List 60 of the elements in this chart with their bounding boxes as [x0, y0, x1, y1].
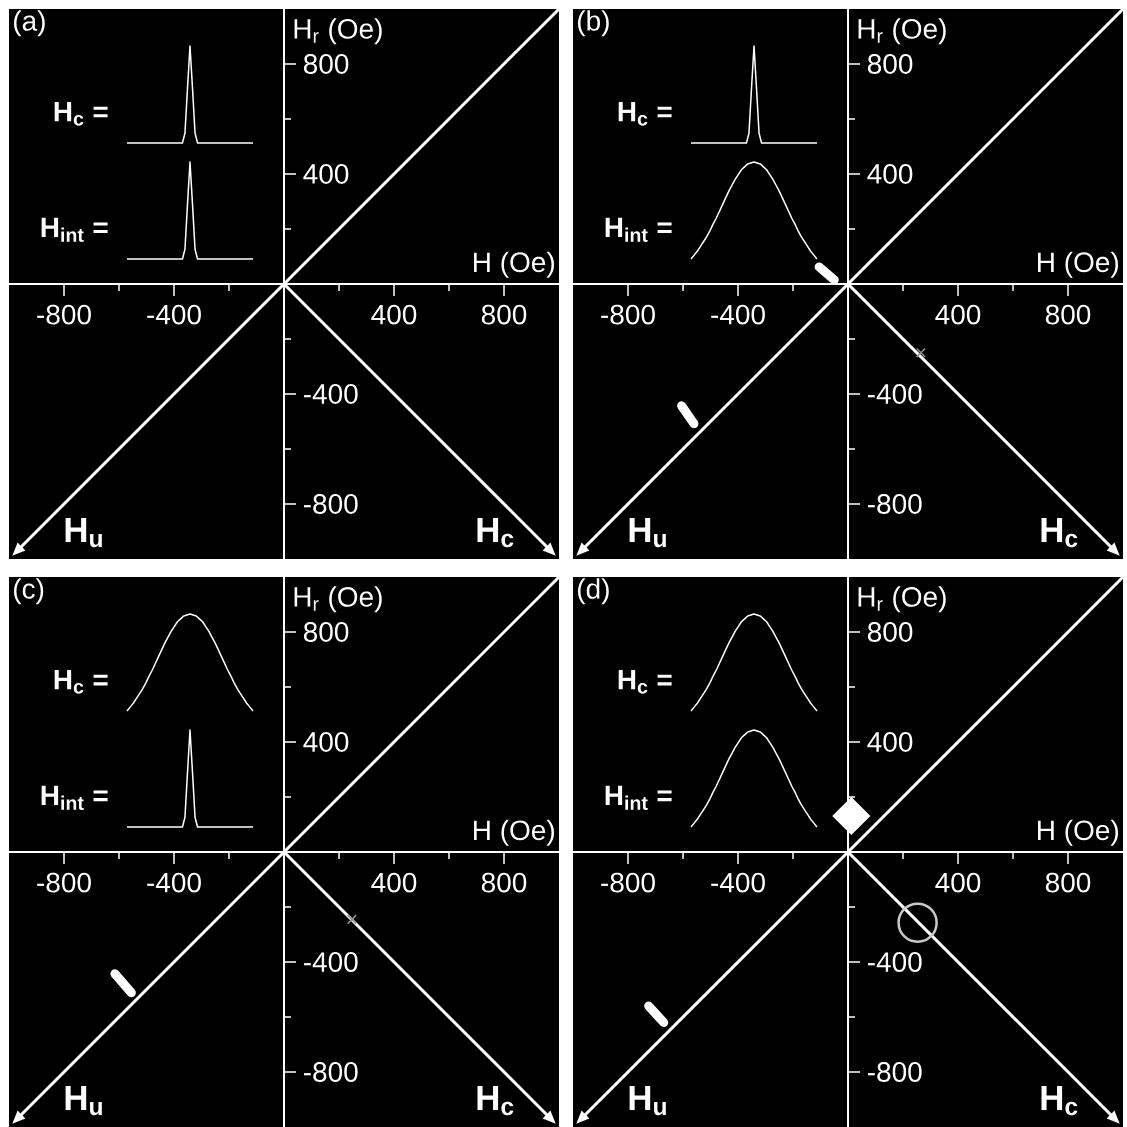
y-tick-label: -400 — [867, 952, 922, 972]
y-axis-title: H$_{r}$ (Oe) — [294, 586, 382, 613]
series-label: H$_{int}$ = — [41, 785, 108, 810]
y-tick-label: 800 — [867, 54, 913, 74]
x-tick-label: -400 — [711, 304, 765, 325]
x-tick-label: 400 — [371, 304, 417, 325]
annotation: H$_{c}$ — [477, 517, 514, 548]
y-tick-label: 400 — [303, 732, 349, 752]
x-tick-label: -800 — [37, 872, 91, 893]
y-tick-label: -800 — [867, 494, 922, 514]
y-tick-label: -800 — [867, 1062, 922, 1082]
x-tick-label: 800 — [481, 304, 527, 325]
series-label: H$_{c}$ = — [54, 670, 108, 694]
x-axis-title: H (Oe) — [1038, 819, 1118, 846]
y-tick-label: -400 — [867, 384, 922, 404]
annotation: H$_{c}$ — [1041, 1085, 1078, 1116]
x-axis-title: H (Oe) — [474, 819, 554, 846]
y-tick-label: 800 — [303, 54, 349, 74]
annotation: H$_{u}$ — [65, 517, 102, 548]
series-label: H$_{c}$ = — [54, 102, 108, 126]
annotation: H$_{u}$ — [65, 1085, 102, 1116]
x-tick-label: -800 — [601, 304, 655, 325]
chart-title: (b) — [578, 10, 609, 37]
chart-title: (c) — [14, 578, 44, 605]
x-axis-title: H (Oe) — [474, 251, 554, 278]
y-tick-label: 800 — [303, 622, 349, 642]
annotation: H$_{u}$ — [629, 1085, 666, 1116]
x-tick-label: 400 — [935, 304, 981, 325]
y-tick-label: -400 — [303, 384, 358, 404]
y-axis-title: H$_{r}$ (Oe) — [294, 18, 382, 45]
y-tick-label: -400 — [303, 952, 358, 972]
y-tick-label: 400 — [867, 164, 913, 184]
series-label: H$_{c}$ = — [618, 670, 672, 694]
x-tick-label: 800 — [1045, 304, 1091, 325]
x-tick-label: 800 — [481, 872, 527, 893]
y-tick-label: -800 — [303, 494, 358, 514]
x-tick-label: 800 — [1045, 872, 1091, 893]
x-tick-label: 400 — [371, 872, 417, 893]
chart-title: (d) — [578, 578, 609, 605]
x-tick-label: -800 — [37, 304, 91, 325]
chart-title: (a) — [14, 10, 45, 37]
x-tick-label: -400 — [147, 872, 201, 893]
series-label: H$_{int}$ = — [41, 217, 108, 242]
y-tick-label: 800 — [867, 622, 913, 642]
x-axis-title: H (Oe) — [1038, 251, 1118, 278]
annotation: H$_{c}$ — [1041, 517, 1078, 548]
x-tick-label: -400 — [147, 304, 201, 325]
x-tick-label: 400 — [935, 872, 981, 893]
annotation: H$_{u}$ — [629, 517, 666, 548]
y-axis-title: H$_{r}$ (Oe) — [858, 586, 946, 613]
x-tick-label: -400 — [711, 872, 765, 893]
annotation: H$_{c}$ — [477, 1085, 514, 1116]
y-tick-label: 400 — [303, 164, 349, 184]
x-tick-label: -800 — [601, 872, 655, 893]
y-tick-label: 400 — [867, 732, 913, 752]
series-label: H$_{int}$ = — [605, 217, 672, 242]
series-label: H$_{c}$ = — [618, 102, 672, 126]
series-label: H$_{int}$ = — [605, 785, 672, 810]
y-tick-label: -800 — [303, 1062, 358, 1082]
y-axis-title: H$_{r}$ (Oe) — [858, 18, 946, 45]
